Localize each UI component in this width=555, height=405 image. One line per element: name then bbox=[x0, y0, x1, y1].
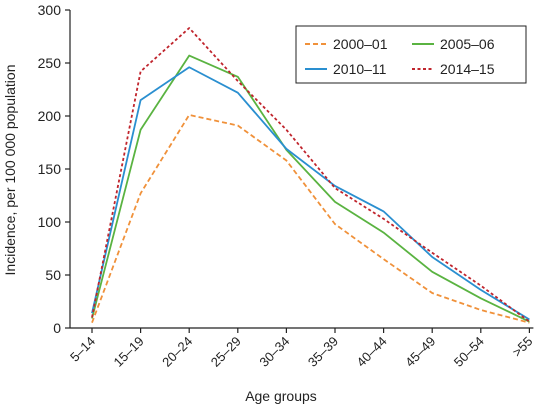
x-tick-label: 25–29 bbox=[208, 334, 244, 370]
x-tick-label: 20–24 bbox=[159, 334, 195, 370]
x-tick-label: 50–54 bbox=[451, 334, 487, 370]
legend-box bbox=[295, 25, 527, 84]
series-line bbox=[91, 27, 530, 323]
x-tick-label: 35–39 bbox=[305, 334, 341, 370]
legend-label: 2000–01 bbox=[333, 36, 388, 52]
y-tick-label: 250 bbox=[38, 55, 62, 71]
y-tick-label: 150 bbox=[38, 161, 62, 177]
series-line bbox=[91, 54, 530, 323]
legend-label: 2014–15 bbox=[440, 61, 495, 77]
y-tick-label: 300 bbox=[38, 2, 62, 18]
x-axis-title: Age groups bbox=[245, 388, 317, 404]
x-tick-label: 45–49 bbox=[402, 334, 438, 370]
legend: 2000–01 2005–06 2010–11 2014–15 bbox=[295, 25, 527, 84]
y-tick-label: 100 bbox=[38, 214, 62, 230]
series-line bbox=[91, 66, 530, 321]
legend-label: 2005–06 bbox=[440, 36, 495, 52]
series-line bbox=[91, 114, 530, 324]
x-tick-label: 30–34 bbox=[256, 334, 292, 370]
legend-label: 2010–11 bbox=[333, 61, 387, 77]
x-tick-label: 40–44 bbox=[354, 334, 390, 370]
x-tick-label: 15–19 bbox=[111, 334, 147, 370]
x-tick-label: >55 bbox=[509, 334, 535, 360]
x-tick-label: 5–14 bbox=[67, 334, 98, 365]
y-tick-label: 0 bbox=[53, 320, 61, 336]
y-axis-title: Incidence, per 100 000 population bbox=[2, 65, 18, 276]
y-tick-label: 200 bbox=[38, 108, 62, 124]
y-tick-label: 50 bbox=[45, 267, 61, 283]
